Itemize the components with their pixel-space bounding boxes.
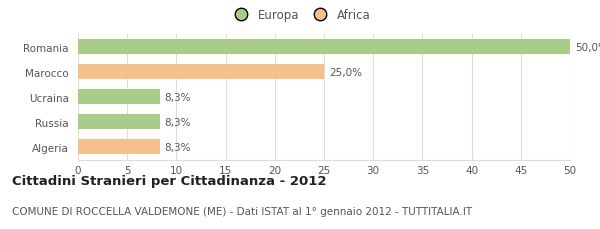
Text: Cittadini Stranieri per Cittadinanza - 2012: Cittadini Stranieri per Cittadinanza - 2… [12, 174, 326, 187]
Text: 8,3%: 8,3% [164, 117, 191, 127]
Text: 50,0%: 50,0% [575, 43, 600, 52]
Legend: Europa, Africa: Europa, Africa [226, 6, 374, 26]
Text: 25,0%: 25,0% [329, 68, 362, 77]
Bar [78, 140, 160, 155]
Text: COMUNE DI ROCCELLA VALDEMONE (ME) - Dati ISTAT al 1° gennaio 2012 - TUTTITALIA.I: COMUNE DI ROCCELLA VALDEMONE (ME) - Dati… [12, 206, 472, 216]
Bar [78, 115, 160, 130]
Bar [78, 65, 324, 80]
Bar [78, 40, 570, 55]
Text: 8,3%: 8,3% [164, 142, 191, 152]
Text: 8,3%: 8,3% [164, 92, 191, 102]
Bar [78, 90, 160, 105]
